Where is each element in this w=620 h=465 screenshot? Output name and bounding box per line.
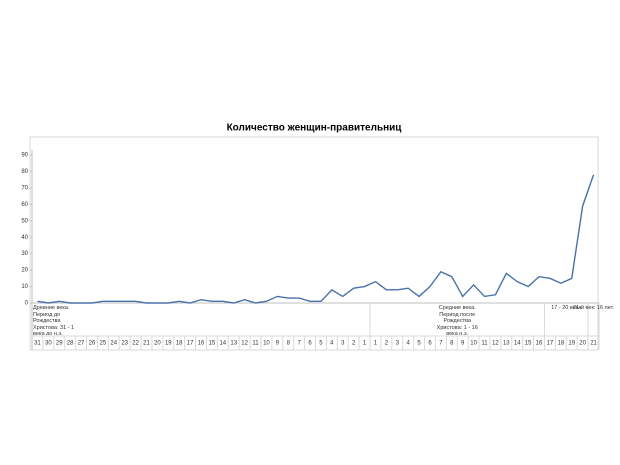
x-tick-label: 10	[470, 341, 477, 347]
x-tick-label: 21	[590, 341, 597, 347]
x-tick-label: 4	[407, 341, 411, 347]
x-tick-label: 18	[176, 341, 183, 347]
x-tick-label: 11	[481, 341, 488, 347]
x-tick-label: 5	[319, 341, 323, 347]
x-tick-label: 8	[450, 341, 454, 347]
x-tick-label: 15	[209, 341, 216, 347]
x-tick-label: 13	[230, 341, 237, 347]
group-label-box: 17 - 20 века	[551, 305, 582, 311]
x-tick-label: 5	[417, 341, 421, 347]
group-label: Древние века. Период до Рождества Христо…	[33, 305, 75, 335]
x-tick-label: 12	[492, 341, 499, 347]
x-tick-label: 2	[352, 341, 356, 347]
x-tick-label: 21	[143, 341, 150, 347]
x-tick-label: 6	[308, 341, 312, 347]
y-tick-label: 60	[21, 202, 28, 208]
x-tick-label: 26	[89, 341, 96, 347]
x-tick-label: 1	[363, 341, 367, 347]
x-tick-label: 20	[154, 341, 161, 347]
x-tick-label: 11	[252, 341, 259, 347]
y-tick-label: 20	[21, 268, 28, 274]
x-tick-label: 14	[514, 341, 521, 347]
x-tick-label: 19	[568, 341, 575, 347]
group-label-box: Средние века. Период после Рождества Хри…	[436, 305, 478, 335]
group-label: 17 - 20 века	[551, 305, 582, 311]
group-label: Средние века. Период после Рождества Хри…	[436, 305, 478, 335]
y-tick-label: 90	[21, 153, 28, 159]
group-label: 21-й век: 16 лет.	[572, 305, 615, 311]
x-tick-label: 2	[385, 341, 389, 347]
x-tick-label: 31	[34, 341, 41, 347]
x-tick-label: 9	[276, 341, 280, 347]
x-tick-label: 16	[536, 341, 543, 347]
x-tick-label: 10	[263, 341, 270, 347]
y-tick-label: 40	[21, 235, 28, 241]
x-tick-label: 9	[461, 341, 465, 347]
y-tick-label: 50	[21, 218, 28, 224]
x-tick-label: 27	[78, 341, 85, 347]
x-tick-label: 1	[374, 341, 378, 347]
x-tick-label: 16	[198, 341, 205, 347]
x-tick-label: 4	[330, 341, 334, 347]
y-tick-label: 80	[21, 169, 28, 175]
x-tick-label: 28	[67, 341, 74, 347]
x-tick-label: 20	[579, 341, 586, 347]
x-tick-label: 8	[287, 341, 291, 347]
data-line	[37, 174, 595, 304]
x-tick-label: 17	[547, 341, 554, 347]
x-tick-label: 18	[557, 341, 564, 347]
x-tick-label: 19	[165, 341, 172, 347]
group-label-box: 21-й век: 16 лет.	[572, 305, 615, 311]
x-tick-label: 30	[45, 341, 52, 347]
y-tick-label: 30	[21, 251, 28, 257]
x-tick-label: 6	[428, 341, 432, 347]
group-label-box: Древние века. Период до Рождества Христо…	[33, 305, 75, 335]
y-tick-label: 70	[21, 185, 28, 191]
x-tick-label: 13	[503, 341, 510, 347]
x-tick-label: 3	[341, 341, 345, 347]
x-tick-label: 3	[396, 341, 400, 347]
x-tick-label: 25	[100, 341, 107, 347]
x-tick-label: 24	[110, 341, 117, 347]
chart-title: Количество женщин-правительниц	[227, 123, 403, 134]
x-tick-label: 15	[525, 341, 532, 347]
x-tick-label: 12	[241, 341, 248, 347]
chart-frame	[29, 136, 599, 351]
x-tick-label: 14	[219, 341, 226, 347]
x-tick-label: 17	[187, 341, 194, 347]
x-tick-label: 7	[297, 341, 301, 347]
x-tick-label: 7	[439, 341, 443, 347]
x-tick-label: 22	[132, 341, 139, 347]
y-tick-label: 10	[21, 284, 28, 290]
x-tick-label: 29	[56, 341, 63, 347]
x-tick-label: 23	[121, 341, 128, 347]
y-tick-label: 0	[25, 301, 29, 307]
